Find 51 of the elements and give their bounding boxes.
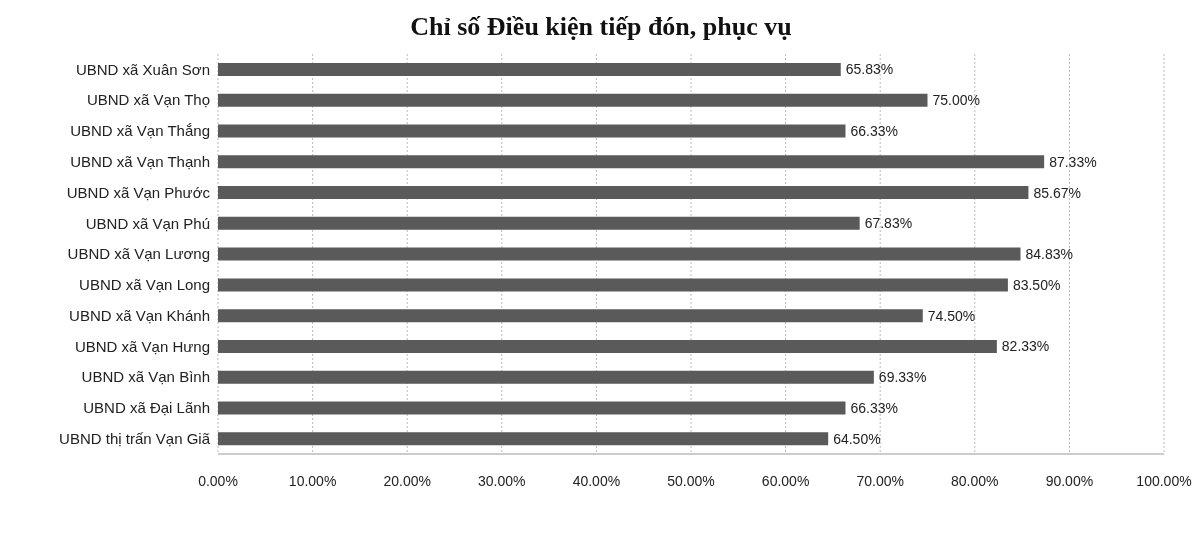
data-label: 75.00% <box>932 92 980 109</box>
x-tick-label: 70.00% <box>856 472 904 489</box>
bar <box>218 124 846 138</box>
x-tick-label: 30.00% <box>478 472 526 489</box>
x-tick-label: 60.00% <box>761 472 810 489</box>
bar <box>218 93 928 107</box>
y-tick-label: UBND xã Vạn Long <box>79 276 210 294</box>
bar <box>218 186 1029 200</box>
x-tick-label: 90.00% <box>1045 472 1094 489</box>
y-tick-label: UBND xã Vạn Phú <box>85 214 210 232</box>
bar <box>218 278 1008 292</box>
data-label: 87.33% <box>1049 153 1097 170</box>
bar <box>218 401 846 415</box>
data-label: 84.83% <box>1025 246 1073 263</box>
data-label: 66.33% <box>850 399 898 416</box>
bar <box>218 63 841 76</box>
y-tick-label: UBND xã Vạn Thạnh <box>70 153 210 171</box>
x-tick-label: 10.00% <box>288 472 337 489</box>
x-tick-label: 50.00% <box>667 472 715 489</box>
y-tick-label: UBND xã Vạn Thắng <box>70 122 210 140</box>
data-label: 64.50% <box>833 430 881 447</box>
data-label: 66.33% <box>850 123 898 140</box>
bar <box>218 155 1045 169</box>
data-label: 69.33% <box>878 369 927 386</box>
y-tick-label: UBND xã Vạn Lương <box>67 245 210 263</box>
x-tick-label: 100.00% <box>1136 472 1192 489</box>
x-tick-label: 0.00% <box>198 472 238 489</box>
bar <box>218 339 997 353</box>
y-tick-label: UBND xã Vạn Hưng <box>74 337 210 355</box>
x-tick-label: 20.00% <box>383 472 431 489</box>
x-tick-label: 80.00% <box>951 472 999 489</box>
y-tick-label: UBND thị trấn Vạn Giã <box>59 429 211 447</box>
y-tick-label: UBND xã Vạn Thọ <box>86 91 210 109</box>
y-tick-label: UBND xã Xuân Sơn <box>75 60 210 78</box>
y-tick-label: UBND xã Đại Lãnh <box>83 399 210 417</box>
data-label: 83.50% <box>1012 276 1061 293</box>
y-tick-label: UBND xã Vạn Bình <box>81 368 210 386</box>
bar <box>218 309 923 323</box>
y-tick-label: UBND xã Vạn Phước <box>66 183 211 201</box>
data-label: 65.83% <box>845 61 894 78</box>
x-tick-label: 40.00% <box>572 472 621 489</box>
chart-title: Chỉ số Điều kiện tiếp đón, phục vụ <box>409 11 793 43</box>
data-label: 85.67% <box>1033 184 1081 201</box>
data-label: 82.33% <box>1001 338 1050 355</box>
bar <box>218 432 829 446</box>
bar <box>218 247 1021 261</box>
bar <box>218 370 874 384</box>
bar <box>218 216 860 230</box>
data-label: 74.50% <box>927 307 976 324</box>
data-label: 67.83% <box>864 215 913 232</box>
y-tick-label: UBND xã Vạn Khánh <box>69 306 210 324</box>
